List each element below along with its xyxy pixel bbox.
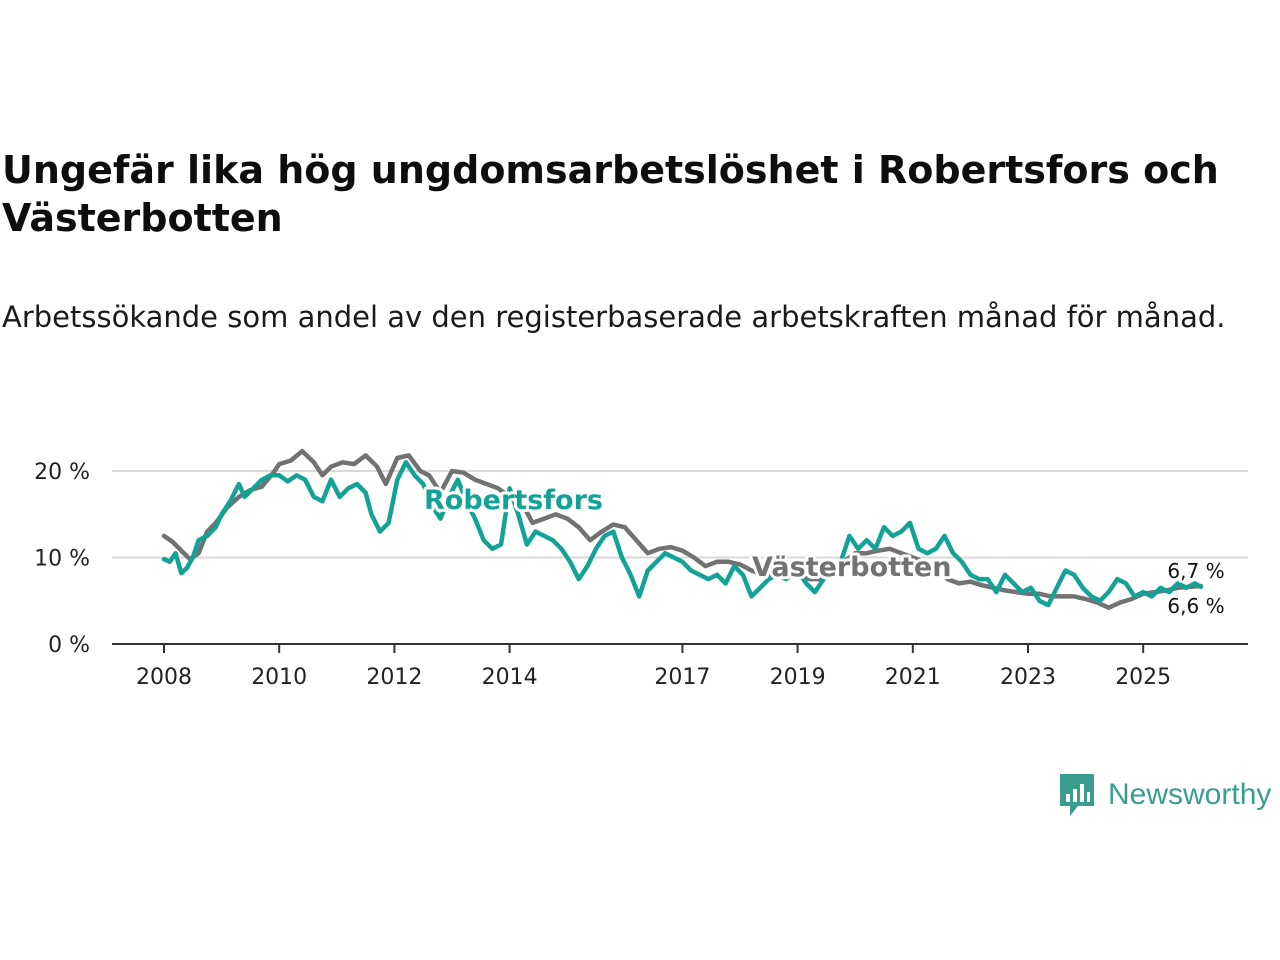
y-tick-label: 10 %	[34, 547, 90, 572]
line-chart: 0 % 10 % 20 % 2008 2010 2012 2014 2017 2019 2021 2…	[34, 448, 1248, 690]
x-tick-label: 2010	[251, 665, 307, 690]
x-tick-label: 2017	[654, 665, 710, 690]
x-tick-label: 2025	[1115, 665, 1171, 690]
series-line-vsterbotten	[161, 448, 1204, 610]
bar-chart-speech-bubble-icon	[1060, 774, 1094, 816]
x-tick-label: 2014	[482, 665, 538, 690]
x-tick-label: 2008	[136, 665, 192, 690]
gridlines	[112, 470, 1248, 559]
series-label-vsterbotten: Västerbotten	[752, 552, 951, 583]
series-line-robertsfors	[161, 460, 1204, 608]
x-tick-label: 2023	[1000, 665, 1056, 690]
series-label-robertsfors: Robertsfors	[424, 485, 603, 516]
y-tick-label: 0 %	[48, 633, 90, 658]
chart-subtitle: Arbetssökande som andel av den registerb…	[2, 300, 1226, 334]
chart-title: Ungefär lika hög ungdomsarbetslöshet i R…	[2, 148, 1219, 240]
x-tick-label: 2021	[885, 665, 941, 690]
y-tick-label: 20 %	[34, 460, 90, 485]
x-tick-label: 2012	[366, 665, 422, 690]
labels: 0 % 10 % 20 % 2008 2010 2012 2014 2017 2019 2021 2…	[34, 460, 1226, 690]
end-value-label: 6,6 %	[1167, 594, 1224, 618]
end-value-label: 6,7 %	[1167, 559, 1224, 583]
newsworthy-logo: Newsworthy	[1058, 772, 1271, 818]
logo-text: Newsworthy	[1108, 778, 1272, 811]
x-tick-label: 2019	[770, 665, 826, 690]
x-axis	[112, 643, 1248, 653]
series-lines	[161, 448, 1204, 610]
